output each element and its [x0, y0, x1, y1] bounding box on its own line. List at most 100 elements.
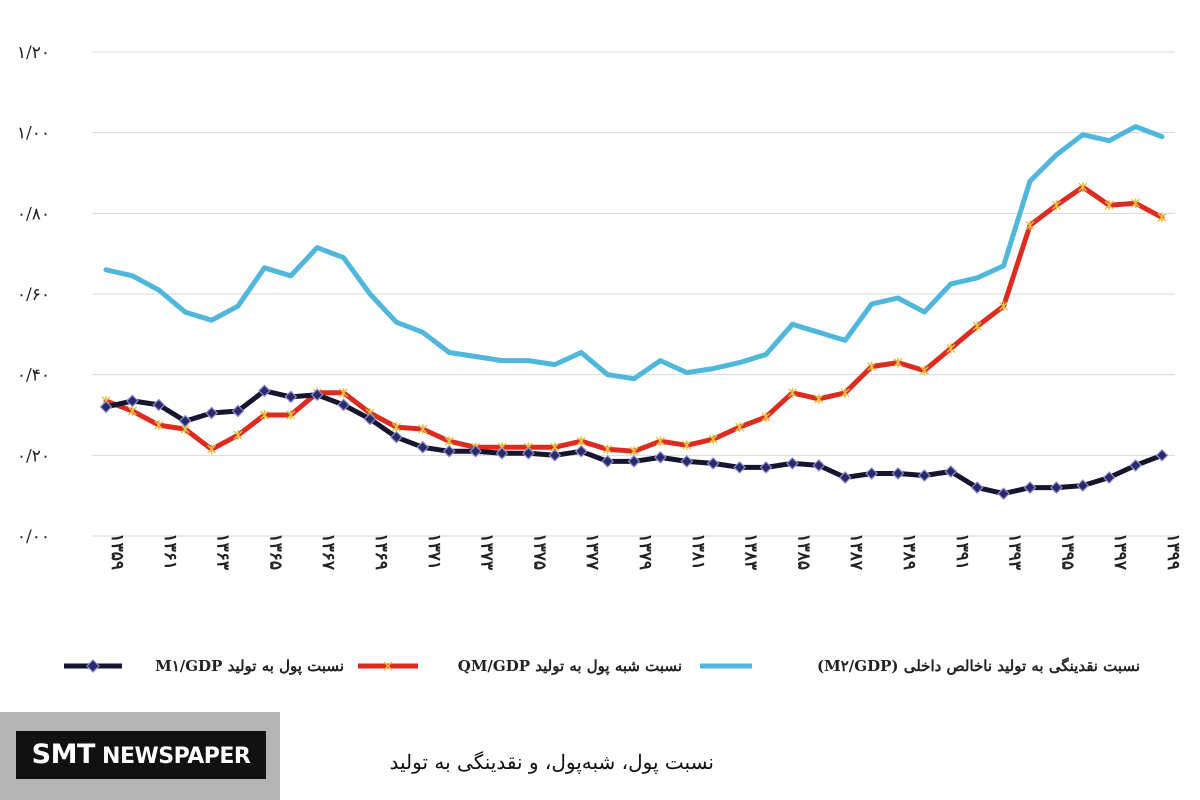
data-point [838, 471, 852, 484]
data-point [1076, 479, 1090, 492]
data-point [1131, 198, 1141, 209]
series-1 [101, 182, 1167, 457]
y-tick-label: ۰/۶۰ [17, 285, 50, 305]
data-point [576, 436, 586, 447]
x-tick-label: ۱۳۹۵ [1057, 533, 1077, 570]
data-point [761, 412, 771, 423]
legend-label-2: نسبت نقدینگی به تولید ناخالص داخلی (M۲/G… [817, 657, 1140, 675]
data-point [601, 455, 614, 468]
data-point [1025, 220, 1035, 231]
y-tick-label: ۰/۲۰ [17, 446, 50, 466]
x-tick-label: ۱۳۶۱ [160, 533, 180, 570]
brand-part1: SMT [31, 739, 96, 770]
data-point [970, 481, 984, 494]
data-point [495, 446, 509, 460]
series-0 [99, 384, 1169, 500]
data-point [1129, 459, 1142, 472]
brand-logo: SMT NEWSPAPER [16, 731, 266, 779]
x-tick-label: ۱۳۷۳ [477, 533, 497, 570]
x-tick-label: ۱۳۹۳ [1005, 533, 1025, 570]
data-point [152, 398, 166, 412]
y-tick-label: ۰/۴۰ [17, 366, 50, 386]
data-point [418, 424, 428, 435]
y-tick-label: ۰/۸۰ [17, 204, 50, 224]
x-axis-ticks: ۱۳۵۹ ۱۳۶۱ ۱۳۶۳ ۱۳۶۵ ۱۳۶۷ ۱۳۶۹ ۱۳۷۱ ۱۳۷۳ ۱۳۷۵ ۱۳۷۷… [107, 533, 1183, 570]
figure-caption: نسبت پول، شبه‌پول، و نقدینگی به تولید [389, 750, 714, 774]
data-point [127, 405, 137, 416]
data-point [972, 321, 982, 332]
data-point [814, 393, 824, 404]
data-point [629, 446, 639, 457]
data-point [893, 357, 903, 368]
data-point [1051, 200, 1061, 211]
data-point [682, 440, 692, 451]
data-point [258, 384, 271, 398]
data-point [654, 451, 667, 464]
brand-part2: NEWSPAPER [94, 744, 251, 769]
data-point [363, 412, 377, 426]
data-point [627, 455, 641, 468]
y-tick-label: ۱/۰۰ [17, 124, 50, 144]
x-tick-label: ۱۳۶۳ [213, 533, 233, 570]
data-point [416, 440, 430, 454]
data-point [706, 457, 720, 470]
line-chart: ۰/۰۰ ۰/۲۰ ۰/۴۰ ۰/۶۰ ۰/۸۰ ۱/۰۰ ۱/۲۰ ۱۳۵۹ ۱۳۶۱ ۱۳۶… [17, 43, 1183, 676]
data-point [1078, 182, 1088, 193]
x-tick-label: ۱۳۸۳ [741, 533, 761, 570]
x-tick-label: ۱۳۸۵ [793, 533, 813, 570]
legend-marker [86, 659, 100, 673]
y-axis-ticks: ۰/۰۰ ۰/۲۰ ۰/۴۰ ۰/۶۰ ۰/۸۰ ۱/۰۰ ۱/۲۰ [17, 43, 50, 547]
x-tick-label: ۱۳۷۹ [635, 533, 655, 570]
data-point [154, 420, 164, 431]
data-point [735, 422, 745, 433]
data-point [840, 387, 850, 398]
data-point [708, 434, 718, 445]
series-2 [103, 124, 1165, 382]
x-tick-label: ۱۳۷۱ [424, 533, 444, 570]
data-point [99, 400, 113, 414]
series-line-2 [103, 124, 1165, 382]
data-point [812, 459, 826, 472]
y-tick-label: ۰/۰۰ [17, 527, 50, 547]
data-point [1102, 471, 1116, 484]
data-point [786, 457, 799, 470]
data-point [548, 448, 562, 462]
legend-label-1: نسبت شبه پول به تولید QM/GDP [458, 657, 682, 676]
data-point [787, 387, 797, 398]
x-tick-label: ۱۳۹۷ [1110, 533, 1130, 570]
data-point [284, 390, 298, 404]
x-tick-label: ۱۳۸۱ [688, 533, 708, 570]
data-point [944, 465, 958, 478]
data-point [759, 461, 773, 474]
data-point [126, 394, 139, 408]
data-point [444, 436, 454, 447]
data-point [259, 410, 269, 420]
data-point [918, 469, 931, 482]
data-point [574, 444, 588, 458]
x-tick-label: ۱۳۵۹ [107, 533, 127, 570]
gridlines [92, 51, 1175, 537]
data-point [207, 444, 217, 455]
data-point [999, 301, 1009, 312]
data-point [680, 455, 694, 468]
data-point [231, 404, 245, 418]
data-point [1050, 481, 1063, 494]
data-point [522, 446, 535, 460]
data-point [1155, 448, 1169, 462]
legend: نسبت نقدینگی به تولید ناخالص داخلی (M۲/G… [64, 657, 1140, 676]
x-tick-label: ۱۳۶۷ [318, 533, 338, 570]
data-point [603, 444, 613, 455]
x-tick-label: ۱۳۹۱ [952, 533, 972, 570]
y-tick-label: ۱/۲۰ [17, 43, 50, 63]
x-tick-label: ۱۳۸۹ [899, 533, 919, 570]
data-point [655, 436, 665, 447]
series-lines [99, 124, 1169, 500]
legend-marker [383, 661, 393, 671]
series-line-0 [103, 388, 1165, 497]
data-point [1023, 481, 1037, 494]
data-point [867, 361, 877, 372]
data-point [391, 422, 401, 433]
data-point [469, 444, 482, 458]
data-point [178, 414, 192, 428]
data-point [1157, 212, 1167, 223]
